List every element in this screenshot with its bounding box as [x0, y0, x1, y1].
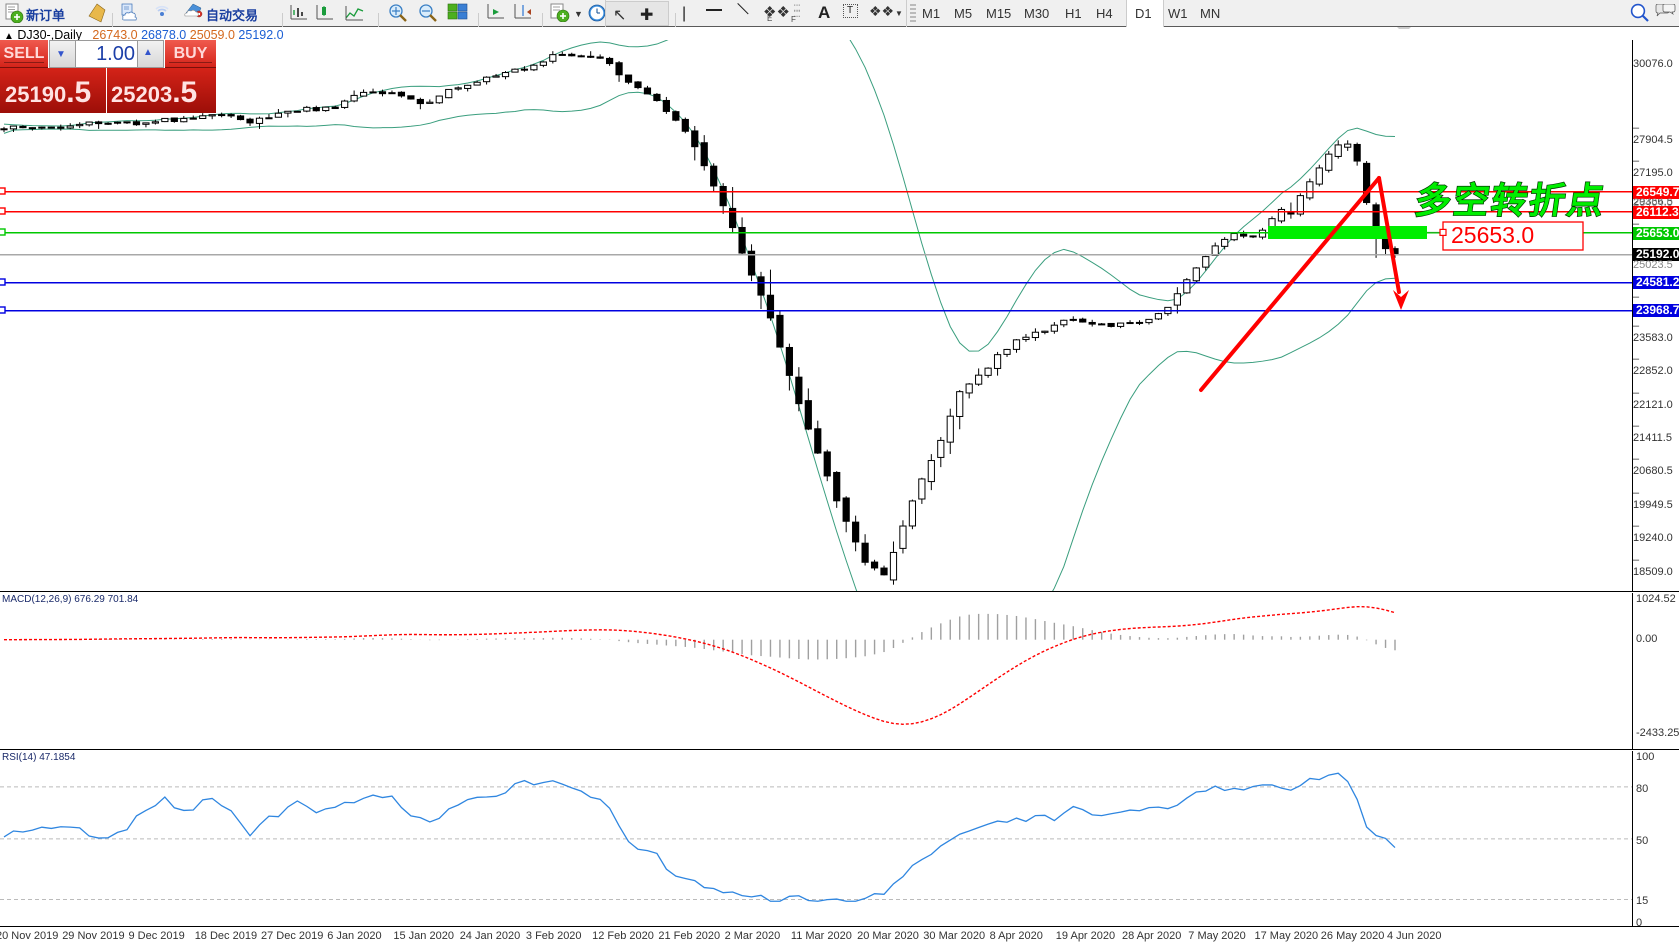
svg-text:多空转折点: 多空转折点	[1413, 180, 1609, 221]
svg-text:25653.0: 25653.0	[1451, 222, 1534, 248]
